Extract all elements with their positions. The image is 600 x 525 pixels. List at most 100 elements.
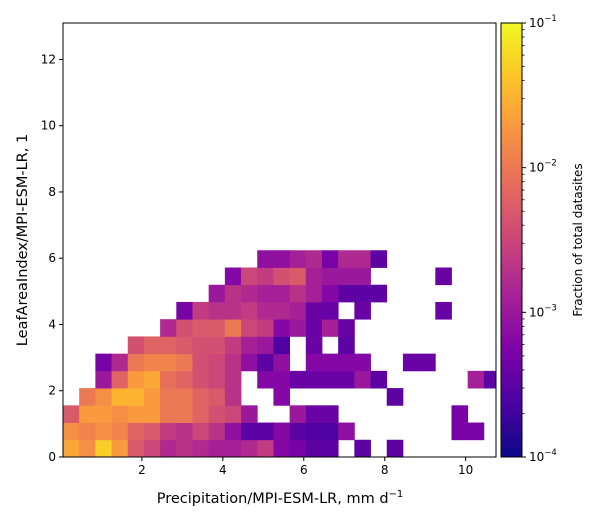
heatmap-cell	[192, 405, 210, 423]
heatmap-cell	[354, 284, 371, 303]
heatmap-cell	[95, 353, 112, 372]
heatmap-cell	[208, 405, 226, 423]
heatmap-cell	[224, 319, 242, 337]
heatmap-cell	[289, 267, 307, 286]
y-tick-label: 10	[41, 119, 56, 133]
x-tick-label: 6	[300, 463, 308, 477]
heatmap-cell	[176, 405, 193, 423]
heatmap-cell	[241, 301, 258, 320]
heatmap-cell	[289, 284, 307, 303]
heatmap-cell	[305, 284, 323, 303]
heatmap-cell	[257, 439, 274, 458]
heatmap-cell	[419, 353, 436, 372]
heatmap-cell	[289, 319, 307, 337]
heatmap-cell	[321, 319, 339, 337]
heatmap-cell	[176, 370, 193, 389]
heatmap-cell	[435, 267, 452, 286]
heatmap-cell	[273, 353, 291, 372]
heatmap-cell	[257, 353, 274, 372]
heatmap-cell	[467, 370, 485, 389]
heatmap-cell	[257, 267, 274, 286]
heatmap-cell	[305, 319, 323, 337]
heatmap-cell	[79, 405, 96, 423]
heatmap-cell	[273, 336, 291, 355]
y-tick-label: 2	[48, 384, 56, 398]
heatmap-cell	[143, 388, 161, 406]
heatmap-cell	[289, 439, 307, 458]
heatmap-cell	[127, 370, 145, 389]
heatmap-cell	[435, 301, 452, 320]
heatmap-cell	[160, 422, 177, 441]
x-tick-label: 2	[138, 463, 146, 477]
heatmap-cell	[224, 439, 242, 458]
heatmap-cell	[273, 388, 291, 406]
heatmap-cell	[354, 301, 371, 320]
heatmap-cell	[321, 250, 339, 268]
heatmap-cell	[402, 353, 420, 372]
heatmap-cell	[338, 319, 355, 337]
heatmap-cell	[160, 336, 177, 355]
heatmap-cell	[208, 422, 226, 441]
heatmap-cell	[305, 301, 323, 320]
heatmap-cell	[354, 250, 371, 268]
heatmap-cell	[208, 388, 226, 406]
heatmap-cell	[241, 267, 258, 286]
heatmap-cell	[176, 388, 193, 406]
heatmap-cell	[451, 422, 469, 441]
heatmap-cell	[273, 422, 291, 441]
heatmap-cell	[257, 250, 274, 268]
heatmap-cell	[127, 336, 145, 355]
heatmap-cell	[192, 422, 210, 441]
heatmap-cell	[338, 250, 355, 268]
y-axis-label: LeafAreaIndex/MPI-ESM-LR, 1	[15, 134, 31, 346]
heatmap-cell	[176, 336, 193, 355]
heatmap-cell	[224, 336, 242, 355]
heatmap-cell	[111, 422, 129, 441]
heatmap-cell	[257, 336, 274, 355]
heatmap-cell	[289, 405, 307, 423]
x-axis: 2 4 6 8 10	[138, 457, 473, 477]
heatmap-cell	[273, 284, 291, 303]
heatmap-cell	[208, 353, 226, 372]
heatmap-cell	[241, 319, 258, 337]
heatmap-cell	[127, 422, 145, 441]
heatmap-cell	[192, 336, 210, 355]
heatmap-cell	[192, 301, 210, 320]
heatmap-cell	[127, 353, 145, 372]
heatmap-cell	[79, 439, 96, 458]
heatmap-cell	[321, 301, 339, 320]
heatmap-cell	[111, 388, 129, 406]
heatmap-cell	[192, 388, 210, 406]
heatmap-cell	[192, 439, 210, 458]
heatmap-cell	[192, 353, 210, 372]
heatmap-cell	[354, 370, 371, 389]
heatmap-cell	[338, 422, 355, 441]
heatmap-cell	[224, 301, 242, 320]
heatmap-cell	[273, 439, 291, 458]
y-tick-label: 12	[41, 52, 56, 66]
heatmap-cell	[111, 405, 129, 423]
heatmap-cell	[370, 284, 388, 303]
heatmap-cells	[63, 250, 497, 458]
heatmap-cell	[143, 336, 161, 355]
heatmap-cell	[305, 336, 323, 355]
heatmap-cell	[257, 422, 274, 441]
heatmap-cell	[176, 422, 193, 441]
heatmap-cell	[208, 301, 226, 320]
heatmap-cell	[95, 370, 112, 389]
x-axis-label-exponent: −1	[389, 489, 404, 500]
heatmap-cell	[143, 439, 161, 458]
heatmap-cell	[63, 439, 80, 458]
heatmap-cell	[241, 439, 258, 458]
heatmap-cell	[224, 422, 242, 441]
heatmap-cell	[241, 405, 258, 423]
heatmap-cell	[273, 301, 291, 320]
heatmap-cell	[208, 439, 226, 458]
heatmap-cell	[241, 422, 258, 441]
heatmap-cell	[160, 353, 177, 372]
heatmap-cell	[79, 388, 96, 406]
heatmap-cell	[305, 353, 323, 372]
heatmap-cell	[160, 439, 177, 458]
heatmap-cell	[321, 353, 339, 372]
